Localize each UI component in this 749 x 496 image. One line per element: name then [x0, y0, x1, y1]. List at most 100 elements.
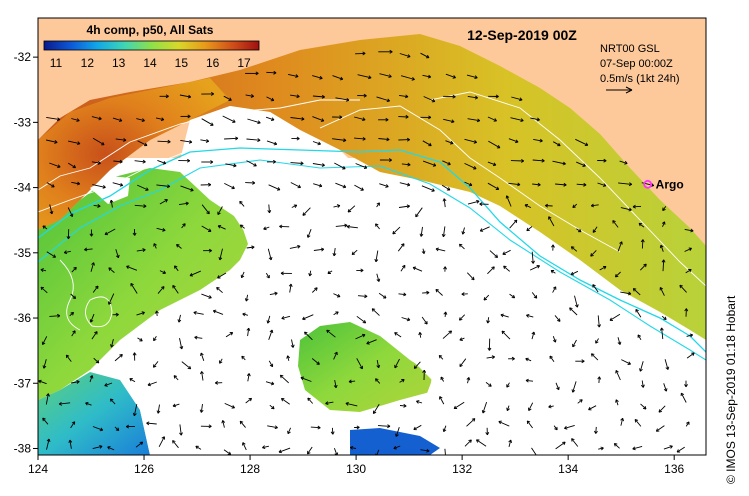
current-vector-head	[593, 430, 598, 434]
current-vector	[189, 270, 201, 277]
current-vector-head	[572, 343, 576, 348]
current-vector-head	[655, 428, 660, 432]
current-vector	[399, 94, 409, 98]
current-vector-head	[452, 75, 456, 79]
current-vector	[662, 221, 666, 227]
current-vector	[201, 293, 212, 299]
current-vector	[110, 338, 114, 348]
current-vector	[376, 96, 390, 102]
current-vector	[90, 313, 95, 323]
current-vector	[375, 378, 381, 384]
current-vector	[269, 404, 275, 410]
current-vector	[609, 313, 621, 321]
current-vector-head	[533, 295, 538, 299]
current-vector-head	[382, 295, 387, 299]
current-vector-head	[153, 243, 157, 247]
current-vector	[225, 163, 237, 167]
current-vector-head	[104, 383, 108, 387]
colorbar-tick-label: 13	[112, 56, 126, 70]
current-vector-head	[407, 162, 411, 167]
current-vector-head	[320, 247, 325, 252]
current-vector	[635, 309, 642, 318]
current-vector	[480, 226, 490, 232]
current-vector	[595, 426, 597, 434]
argo-dot[interactable]	[643, 179, 653, 189]
current-vector-head	[519, 97, 523, 102]
current-vector	[281, 398, 290, 405]
current-vector	[71, 330, 76, 337]
current-vector-head	[269, 363, 274, 368]
current-vector-head	[176, 244, 180, 248]
current-vector-head	[217, 211, 221, 215]
current-vector-head	[251, 245, 255, 250]
current-vector-head	[435, 288, 439, 293]
current-vector-head	[364, 294, 368, 299]
current-vector-head	[250, 94, 254, 98]
current-vector	[597, 182, 607, 187]
current-vector	[93, 357, 100, 364]
current-vector-head	[495, 186, 500, 190]
current-vector-head	[205, 138, 210, 143]
colorbar-tick-label: 14	[143, 56, 157, 70]
isobath-200m	[38, 147, 706, 353]
current-vector	[312, 141, 321, 145]
current-vector-head	[406, 204, 410, 209]
current-vector-head	[471, 418, 476, 422]
current-vector-head	[307, 397, 311, 401]
x-tick-label: 136	[664, 462, 684, 476]
current-vector-head	[679, 284, 683, 289]
current-vector-head	[276, 187, 281, 191]
current-vector-head	[109, 398, 114, 402]
current-vector-head	[528, 407, 532, 411]
x-tick-label: 126	[134, 462, 154, 476]
argo-float-marker[interactable]: Argo	[643, 177, 684, 191]
current-vector-head	[246, 327, 251, 331]
current-vector	[571, 246, 578, 252]
current-vector-head	[360, 187, 364, 191]
current-vector-head	[76, 379, 80, 384]
current-vector	[219, 248, 223, 261]
current-vector-head	[691, 352, 695, 356]
current-vector	[371, 308, 380, 316]
current-vector	[153, 361, 159, 368]
current-vector	[399, 379, 405, 383]
current-vector	[108, 267, 115, 273]
current-vector	[268, 360, 273, 367]
current-vector-head	[118, 118, 123, 122]
current-vector-head	[511, 294, 516, 299]
current-vector-head	[508, 439, 513, 444]
current-vector	[441, 184, 451, 191]
current-vector-head	[49, 210, 54, 215]
current-vector	[685, 269, 692, 274]
current-vector	[137, 337, 143, 342]
current-vector-head	[302, 316, 306, 321]
current-vector	[502, 249, 511, 255]
colorbar-tick-label: 15	[175, 56, 189, 70]
current-vector-head	[418, 332, 423, 336]
current-vector-head	[161, 436, 166, 440]
current-vector-head	[229, 332, 234, 336]
current-vector	[680, 392, 687, 403]
current-vector-head	[69, 213, 74, 217]
current-vector	[137, 140, 148, 146]
current-vector-head	[273, 70, 277, 75]
current-vector	[136, 118, 145, 122]
current-vector	[89, 375, 93, 383]
current-vector-head	[336, 293, 341, 298]
current-vector-head	[330, 431, 335, 435]
current-vector-head	[344, 223, 348, 228]
current-vector-head	[571, 438, 575, 442]
current-vector-head	[526, 227, 530, 232]
current-vector	[307, 229, 312, 238]
current-vector-head	[46, 438, 51, 443]
current-vector-head	[58, 401, 63, 406]
current-vector	[528, 402, 534, 411]
current-vector	[662, 259, 665, 272]
current-vector-head	[525, 378, 529, 383]
current-vector	[201, 225, 212, 232]
current-vector	[487, 116, 497, 122]
current-vector-head	[388, 158, 392, 162]
current-vector	[309, 270, 312, 277]
current-vector-head	[273, 141, 278, 146]
current-vector-head	[94, 331, 98, 335]
